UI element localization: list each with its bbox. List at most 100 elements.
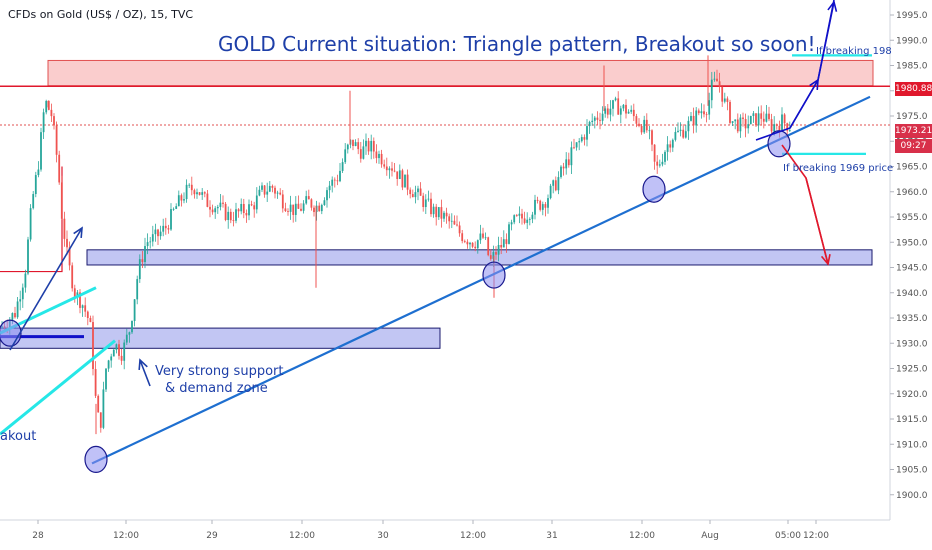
candle-body — [255, 195, 258, 210]
y-tick-label: 1950.0 — [896, 238, 928, 248]
touch-point-circle — [642, 175, 666, 203]
candle-body — [188, 184, 191, 186]
candle-body — [417, 188, 419, 193]
candle-body — [578, 141, 581, 143]
candle-body — [396, 171, 399, 179]
candle-body — [445, 212, 448, 217]
candle-body — [648, 130, 651, 132]
candle-body — [110, 356, 113, 361]
candle-body — [336, 180, 339, 182]
candle-body — [339, 170, 341, 182]
candle-body — [643, 119, 646, 133]
candle-body — [523, 218, 526, 223]
candle-body — [133, 299, 136, 321]
candle-body — [781, 114, 783, 131]
x-tick-label: 31 — [546, 531, 557, 541]
candle-body — [250, 204, 253, 206]
candle-body — [305, 196, 308, 204]
candle-body — [328, 185, 331, 191]
candle-body — [604, 108, 607, 114]
candle-body — [710, 79, 713, 101]
chart-annotation-title: GOLD Current situation: Triangle pattern… — [218, 32, 816, 56]
candle-body — [357, 142, 360, 150]
candle-body — [190, 184, 193, 191]
current-price-tag: 1973.21 — [895, 126, 932, 136]
candle-body — [128, 332, 131, 335]
candle-body — [406, 174, 409, 190]
candle-body — [365, 140, 367, 147]
candle-body — [131, 320, 133, 333]
candle-body — [729, 101, 731, 123]
candle-body — [398, 170, 401, 179]
symbol-header: CFDs on Gold (US$ / OZ), 15, TVC — [8, 8, 194, 21]
candle-body — [326, 190, 328, 201]
candle-body — [697, 110, 700, 114]
candle-body — [45, 100, 48, 113]
candle-body — [742, 117, 744, 119]
candle-body — [352, 139, 354, 147]
candle-body — [266, 191, 269, 195]
candle-body — [632, 109, 635, 117]
candle-body — [463, 241, 466, 242]
candle-body — [575, 142, 578, 148]
candle-body — [14, 313, 16, 318]
candle-body — [562, 166, 565, 169]
candle-body — [552, 180, 555, 186]
y-tick-label: 1920.0 — [896, 390, 928, 400]
candle-body — [479, 233, 482, 241]
candle-body — [471, 242, 474, 247]
candle-body — [510, 222, 513, 225]
candle-body — [430, 198, 432, 215]
candle-body — [276, 192, 279, 194]
candle-body — [385, 166, 388, 171]
candle-body — [619, 108, 622, 115]
candle-body — [653, 144, 656, 162]
candle-body — [544, 204, 547, 208]
y-tick-label: 1905.0 — [896, 466, 928, 476]
candle-body — [164, 225, 167, 229]
candle-body — [235, 209, 237, 221]
candle-body — [261, 185, 263, 190]
candle-body — [453, 220, 456, 225]
candle-body — [53, 116, 55, 126]
candle-body — [593, 117, 596, 121]
candle-body — [625, 104, 627, 114]
candle-body — [588, 121, 591, 127]
candle-body — [770, 119, 773, 132]
candle-body — [32, 194, 35, 209]
candle-body — [622, 104, 625, 109]
candle-body — [679, 129, 682, 131]
candle-body — [107, 360, 110, 369]
candle-body — [177, 195, 180, 207]
candle-body — [635, 116, 638, 124]
candle-body — [557, 177, 560, 191]
candle-body — [531, 214, 534, 220]
candle-body — [58, 154, 61, 183]
y-tick-label: 1930.0 — [896, 339, 928, 349]
candle-body — [596, 117, 599, 120]
bearish-arrow-head — [820, 254, 831, 266]
candle-body — [645, 119, 648, 131]
candle-body — [456, 224, 458, 226]
y-tick-label: 1935.0 — [896, 314, 928, 324]
candle-body — [37, 169, 40, 176]
candle-body — [583, 137, 586, 140]
candle-body — [167, 228, 170, 230]
mid-support-zone — [86, 249, 873, 266]
y-tick-label: 1985.0 — [896, 62, 928, 72]
candle-body — [372, 140, 375, 152]
y-tick-label: 1965.0 — [896, 163, 928, 173]
candle-body — [674, 131, 677, 140]
ascending-trendline — [91, 95, 871, 465]
candle-body — [367, 140, 370, 152]
breakout-annotation: akout — [0, 429, 37, 444]
candle-body — [677, 130, 679, 132]
candle-body — [658, 164, 661, 166]
candle-body — [440, 207, 443, 219]
candle-body — [482, 233, 484, 238]
candle-body — [105, 368, 107, 390]
candle-body — [248, 204, 250, 216]
candle-body — [84, 305, 87, 312]
candle-body — [601, 113, 604, 121]
